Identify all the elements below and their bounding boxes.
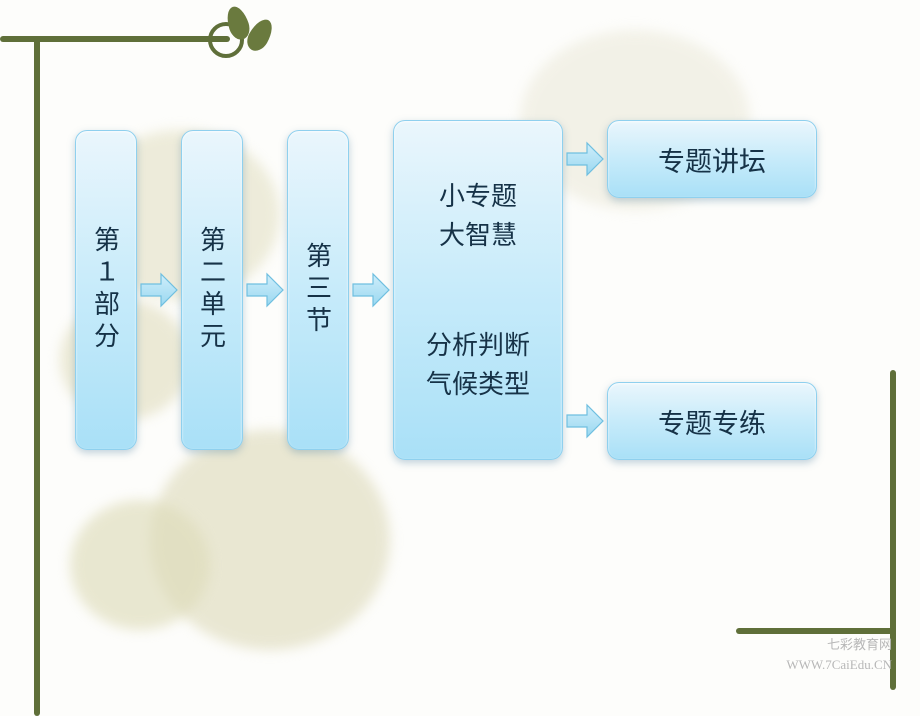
- arrow-icon: [243, 268, 287, 312]
- node-practice: 专题专练: [607, 382, 817, 460]
- ornament-top: [0, 0, 300, 120]
- node-topic-line2: 大智慧: [439, 216, 517, 255]
- node-section-3: 第三节: [287, 130, 349, 450]
- node-topic-line3: 分析判断气候类型: [418, 326, 538, 404]
- arrow-icon: [349, 268, 393, 312]
- node-topic-wisdom: 小专题 大智慧 分析判断气候类型: [393, 120, 563, 460]
- watermark-line1: 七彩教育网: [786, 635, 892, 655]
- arrow-icon: [563, 399, 607, 443]
- node-unit-2: 第二单元: [181, 130, 243, 450]
- node-topic-line1: 小专题: [439, 177, 517, 216]
- arrow-icon: [137, 268, 181, 312]
- node-part-1: 第１部分: [75, 130, 137, 450]
- node-lecture: 专题讲坛: [607, 120, 817, 198]
- watermark: 七彩教育网 WWW.7CaiEdu.CN: [786, 635, 892, 674]
- watermark-line2: WWW.7CaiEdu.CN: [786, 655, 892, 675]
- flowchart: 第１部分 第二单元 第三节 小专题 大智慧 分析判断气候类型 专题讲坛 专题专练: [75, 120, 890, 460]
- arrow-icon: [563, 137, 607, 181]
